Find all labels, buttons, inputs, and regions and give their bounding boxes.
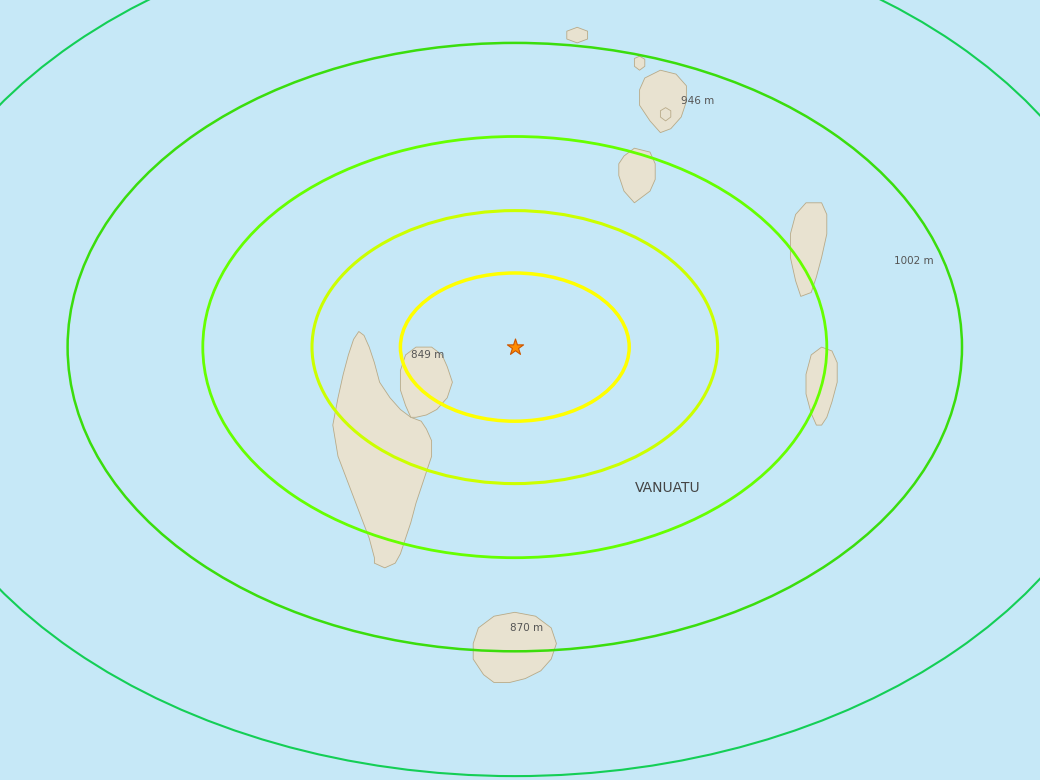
Polygon shape bbox=[660, 108, 671, 121]
Polygon shape bbox=[400, 347, 452, 417]
Polygon shape bbox=[790, 203, 827, 296]
Polygon shape bbox=[473, 612, 556, 682]
Point bbox=[506, 341, 523, 353]
Polygon shape bbox=[619, 148, 655, 203]
Text: 946 m: 946 m bbox=[681, 97, 714, 106]
Polygon shape bbox=[567, 27, 588, 43]
Polygon shape bbox=[806, 347, 837, 425]
Polygon shape bbox=[333, 332, 432, 568]
Text: 849 m: 849 m bbox=[411, 350, 444, 360]
Polygon shape bbox=[634, 56, 645, 70]
Text: 870 m: 870 m bbox=[510, 623, 543, 633]
Text: VANUATU: VANUATU bbox=[634, 480, 700, 495]
Text: 1002 m: 1002 m bbox=[894, 257, 934, 266]
Polygon shape bbox=[640, 70, 686, 133]
